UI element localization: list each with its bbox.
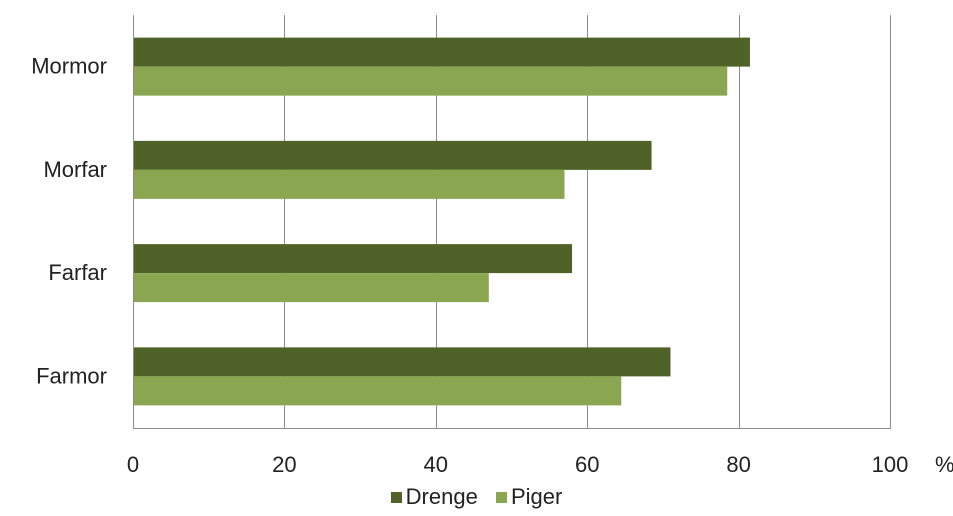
x-tick-label-20: 20 (272, 452, 296, 477)
legend-label-piger: Piger (510, 484, 563, 509)
x-tick-label-100: 100 (872, 452, 909, 477)
x-tick-label-40: 40 (424, 452, 448, 477)
category-label-mormor: Mormor (31, 54, 107, 79)
bar-morfar-piger (133, 169, 565, 199)
bar-farfar-piger (133, 273, 489, 303)
legend-swatch-piger (495, 492, 507, 503)
x-tick-labels: 0 20 40 60 80 100 (127, 452, 908, 477)
bar-mormor-piger (133, 66, 728, 96)
bar-farmor-drenge (133, 347, 671, 377)
category-label-morfar: Morfar (43, 157, 107, 182)
legend-item-drenge: Drenge (390, 484, 478, 510)
category-labels: Mormor Morfar Farfar Farmor (31, 54, 107, 389)
legend: Drenge Piger (0, 484, 953, 511)
axes (133, 15, 891, 429)
bars (133, 37, 750, 406)
bar-mormor-drenge (133, 37, 750, 67)
x-tick-label-0: 0 (127, 452, 139, 477)
legend-label-drenge: Drenge (405, 484, 478, 509)
category-label-farfar: Farfar (48, 260, 107, 285)
legend-swatch-drenge (390, 492, 402, 503)
bar-morfar-drenge (133, 140, 652, 170)
bar-farmor-piger (133, 376, 622, 406)
bar-farfar-drenge (133, 244, 573, 274)
category-label-farmor: Farmor (36, 363, 107, 388)
legend-item-piger: Piger (495, 484, 563, 510)
x-axis-unit-label: % (935, 452, 953, 477)
x-tick-label-60: 60 (575, 452, 599, 477)
x-tick-label-80: 80 (726, 452, 750, 477)
